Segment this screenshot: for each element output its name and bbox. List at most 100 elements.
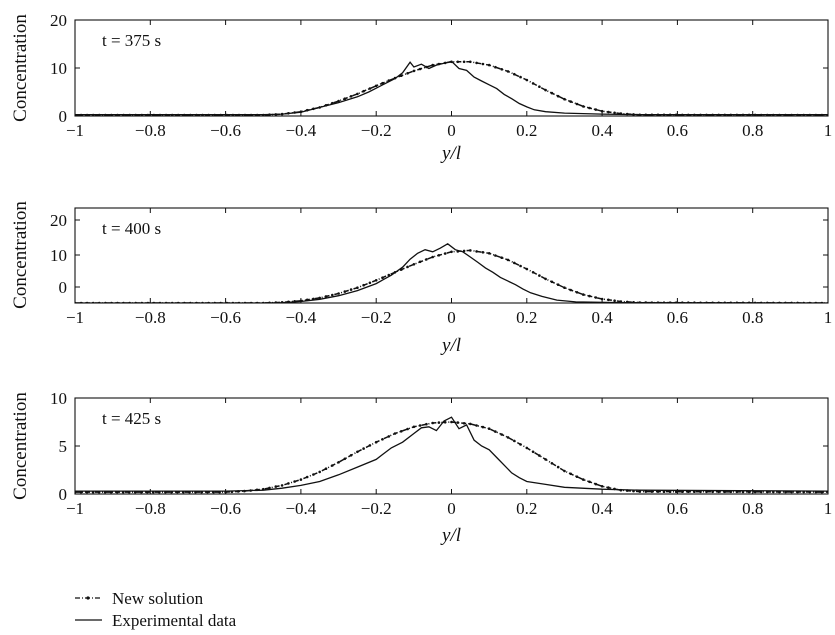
x-axis-label: y/l <box>440 525 461 546</box>
series-new-solution-point <box>525 446 529 450</box>
series-new-solution-point <box>274 485 278 488</box>
series-new-solution-point <box>607 298 610 302</box>
series-new-solution-point <box>563 97 566 101</box>
series-new-solution-point <box>699 490 702 494</box>
x-tick-label: −1 <box>66 499 84 518</box>
time-annotation: t = 375 s <box>102 31 161 50</box>
series-new-solution-point <box>506 436 510 439</box>
series-new-solution-point <box>538 85 541 88</box>
series-new-solution-point <box>487 427 491 431</box>
x-tick-label: 0.2 <box>516 499 537 518</box>
x-axis-label: y/l <box>440 335 461 356</box>
series-new-solution-point <box>600 485 604 488</box>
series-new-solution-point <box>613 111 616 115</box>
series-new-solution-point <box>374 440 378 444</box>
panel-2: −1 −0.8 −0.6 −0.4 −0.2 0 0.2 0.4 0.6 0.8 101020y/l… <box>10 201 832 356</box>
y-tick-label: 0 <box>59 107 68 126</box>
series-new-solution-point <box>662 490 666 494</box>
series-new-solution-point <box>556 94 560 98</box>
legend: New solution Experimental data <box>75 589 237 630</box>
series-new-solution-point <box>324 467 328 471</box>
plot-frame <box>74 397 829 495</box>
series-new-solution-point <box>331 464 334 467</box>
series-new-solution-point <box>538 274 541 277</box>
series-new-solution-point <box>318 470 322 474</box>
series-new-solution-point <box>431 421 435 425</box>
series-new-solution-point <box>613 299 616 303</box>
series-new-solution-point <box>406 265 409 269</box>
y-axis-label: Concentration <box>10 201 31 309</box>
series-experimental-line <box>75 243 828 303</box>
series-experimental-line <box>75 416 828 492</box>
x-tick-label: 0.2 <box>516 121 537 140</box>
x-tick-label: 0.8 <box>742 121 763 140</box>
series-new-solution-point <box>362 447 365 450</box>
series-new-solution-point <box>569 288 572 292</box>
series-new-solution-point <box>456 421 460 424</box>
x-tick-label: 0.6 <box>667 121 688 140</box>
panel-3: −1 −0.8 −0.6 −0.4 −0.2 0 0.2 0.4 0.6 0.8 10510y/lC… <box>10 389 832 546</box>
series-new-solution-point <box>544 458 547 461</box>
series-new-solution-point <box>418 260 422 264</box>
series-new-solution-point <box>368 281 372 285</box>
panel-1: −1 −0.8 −0.6 −0.4 −0.2 0 0.2 0.4 0.6 0.8 101020y/l… <box>10 11 832 164</box>
x-tick-label: 0 <box>447 499 456 518</box>
x-tick-label: 0.2 <box>516 308 537 327</box>
series-new-solution-point <box>525 267 529 271</box>
series-new-solution-point <box>594 482 598 486</box>
series-new-solution-point <box>538 454 541 457</box>
x-tick-label: −0.4 <box>285 308 316 327</box>
y-tick-label: 10 <box>50 59 67 78</box>
x-tick-label: 0.4 <box>591 499 613 518</box>
series-experimental-line <box>75 60 828 116</box>
series-new-solution-point <box>544 277 547 281</box>
x-tick-label: −0.6 <box>210 499 241 518</box>
series-new-solution-point <box>656 490 660 493</box>
y-tick-label: 5 <box>59 437 68 456</box>
series-new-solution-point <box>425 258 428 261</box>
series-new-solution-point <box>387 435 391 438</box>
series-new-solution-point <box>412 425 416 429</box>
y-tick-label: 20 <box>50 11 67 30</box>
series-new-solution-point <box>356 286 359 290</box>
series-new-solution-point <box>588 106 591 110</box>
x-tick-label: −0.8 <box>135 499 166 518</box>
series-new-solution-point <box>469 422 472 426</box>
series-new-solution-point <box>418 424 422 427</box>
series-new-solution-point <box>569 472 572 476</box>
series-new-solution-point <box>418 67 422 71</box>
x-tick-label: 0.6 <box>667 499 688 518</box>
x-tick-label: −0.6 <box>210 121 241 140</box>
series-new-solution-point <box>406 72 409 75</box>
series-new-solution-point <box>349 454 353 457</box>
series-new-solution-point <box>638 490 642 493</box>
series-new-solution-point <box>393 432 397 435</box>
x-tick-label: 0.4 <box>591 121 613 140</box>
series-new-solution-point <box>588 294 591 298</box>
series-new-solution-point <box>462 60 466 64</box>
x-tick-label: −0.8 <box>135 121 166 140</box>
series-new-solution-point <box>569 100 572 103</box>
series-new-solution-point <box>381 276 384 280</box>
series-new-solution-point <box>531 82 535 85</box>
series-new-solution-point <box>305 475 309 479</box>
series-new-solution-point <box>431 63 435 67</box>
x-tick-label: 1 <box>824 121 833 140</box>
series-new-solution-point <box>368 444 372 447</box>
series-new-solution-point <box>544 88 547 92</box>
series-new-solution-point <box>443 252 447 255</box>
series-new-solution-point <box>481 62 485 66</box>
x-tick-label: −0.4 <box>285 499 316 518</box>
series-new-solution-point <box>324 295 328 298</box>
series-new-solution-point <box>550 91 554 95</box>
series-new-solution-point <box>406 427 409 431</box>
y-tick-label: 0 <box>59 278 68 297</box>
x-tick-label: −0.4 <box>285 121 316 140</box>
series-new-solution-point <box>412 263 416 266</box>
y-tick-label: 10 <box>50 246 67 265</box>
x-tick-label: −0.2 <box>361 121 392 140</box>
series-new-solution-point <box>368 87 372 90</box>
series-new-solution-point <box>575 102 579 106</box>
